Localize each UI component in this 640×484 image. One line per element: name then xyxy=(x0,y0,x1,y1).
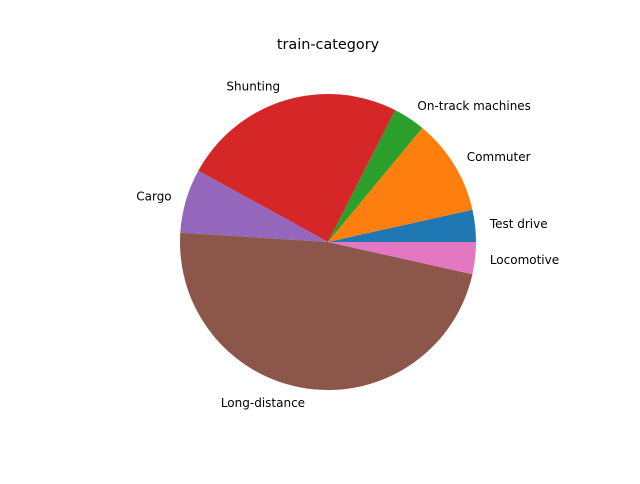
pie-label-test-drive: Test drive xyxy=(489,217,548,231)
pie-slice-commuter xyxy=(328,127,473,242)
pie-slice-test-drive xyxy=(328,209,476,242)
pie-slice-on-track-machines xyxy=(328,110,423,242)
pie-labels: Test drive Commuter On-track machines Shunt… xyxy=(136,79,559,410)
pie-slice-locomotive xyxy=(328,242,476,275)
pie-label-long-distance: Long-distance xyxy=(221,396,305,410)
pie-label-cargo: Cargo xyxy=(136,190,171,204)
pie-slice-cargo xyxy=(180,170,328,242)
pie-label-locomotive: Locomotive xyxy=(490,253,559,267)
pie-slice-shunting xyxy=(198,94,396,242)
chart-title: train-category xyxy=(277,37,380,53)
pie-label-on-track-machines: On-track machines xyxy=(417,99,531,113)
pie-slice-long-distance xyxy=(179,232,473,391)
pie-label-shunting: Shunting xyxy=(226,79,280,93)
pie-label-commuter: Commuter xyxy=(467,150,531,164)
pie-slices xyxy=(179,94,476,391)
